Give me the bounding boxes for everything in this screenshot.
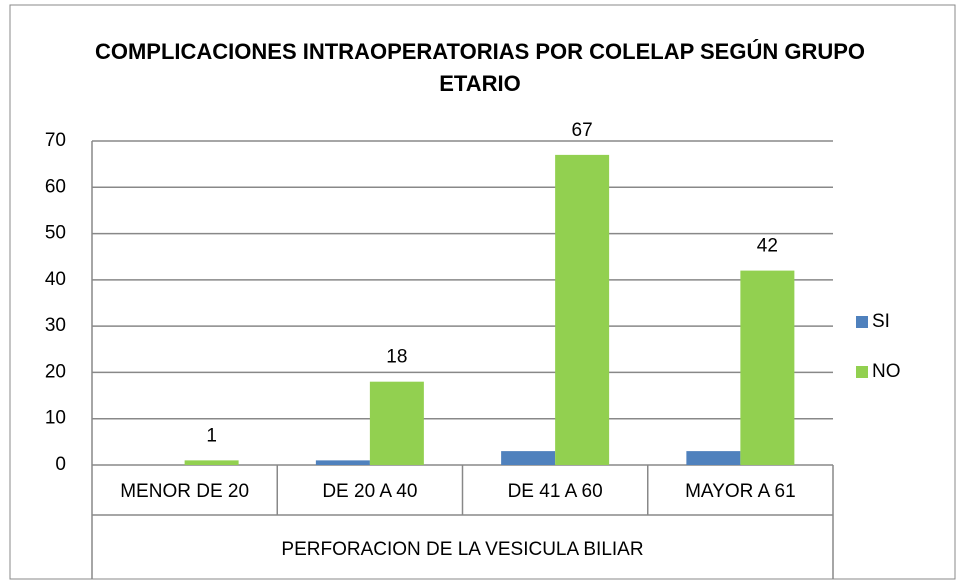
y-tick-label: 20 (45, 361, 66, 382)
bar (315, 460, 370, 465)
legend-label: NO (872, 361, 901, 382)
chart-border (9, 4, 956, 580)
y-tick-label: 40 (45, 269, 66, 290)
x-tick-label: DE 20 A 40 (322, 481, 417, 502)
y-tick-label: 0 (55, 454, 66, 475)
data-label: 18 (386, 347, 407, 368)
legend-swatch (856, 316, 868, 328)
x-tick-label: DE 41 A 60 (508, 481, 603, 502)
y-tick-label: 70 (45, 130, 66, 151)
bar (369, 381, 424, 465)
bar (740, 270, 795, 465)
bar (555, 154, 610, 465)
x-axis-label: PERFORACION DE LA VESICULA BILIAR (281, 539, 643, 560)
bar (501, 451, 556, 465)
legend-label: SI (872, 311, 890, 332)
y-tick-label: 50 (45, 223, 66, 244)
y-tick-label: 60 (45, 176, 66, 197)
chart-title: COMPLICACIONES INTRAOPERATORIAS POR COLE… (94, 39, 866, 96)
data-label: 67 (572, 120, 593, 141)
bar (686, 451, 741, 465)
bar (184, 460, 239, 465)
legend-swatch (856, 366, 868, 378)
data-label: 42 (757, 236, 778, 257)
y-tick-label: 10 (45, 408, 66, 429)
data-label: 1 (206, 425, 217, 446)
y-tick-label: 30 (45, 315, 66, 336)
x-tick-label: MENOR DE 20 (120, 481, 249, 502)
x-tick-label: MAYOR A 61 (685, 481, 796, 502)
